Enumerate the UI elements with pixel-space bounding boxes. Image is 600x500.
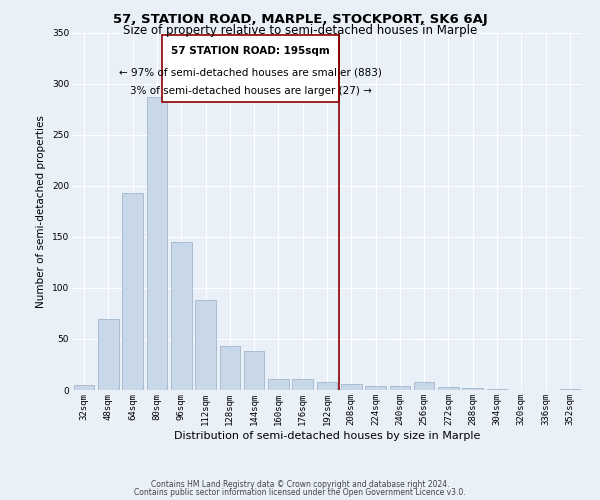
Bar <box>74 385 94 390</box>
Bar <box>171 242 191 390</box>
Bar <box>98 318 119 390</box>
Bar <box>365 386 386 390</box>
Bar <box>389 386 410 390</box>
Bar <box>146 97 167 390</box>
X-axis label: Distribution of semi-detached houses by size in Marple: Distribution of semi-detached houses by … <box>174 430 480 440</box>
Bar <box>438 387 459 390</box>
Bar <box>341 384 362 390</box>
Text: 3% of semi-detached houses are larger (27) →: 3% of semi-detached houses are larger (2… <box>130 86 371 96</box>
Text: Contains public sector information licensed under the Open Government Licence v3: Contains public sector information licen… <box>134 488 466 497</box>
Text: 57, STATION ROAD, MARPLE, STOCKPORT, SK6 6AJ: 57, STATION ROAD, MARPLE, STOCKPORT, SK6… <box>113 12 487 26</box>
Bar <box>414 382 434 390</box>
Bar <box>463 388 483 390</box>
Bar <box>317 382 337 390</box>
Bar <box>220 346 240 390</box>
Text: ← 97% of semi-detached houses are smaller (883): ← 97% of semi-detached houses are smalle… <box>119 68 382 78</box>
Bar <box>195 300 216 390</box>
Bar <box>560 389 580 390</box>
Bar <box>122 193 143 390</box>
Bar <box>292 379 313 390</box>
Text: Contains HM Land Registry data © Crown copyright and database right 2024.: Contains HM Land Registry data © Crown c… <box>151 480 449 489</box>
FancyBboxPatch shape <box>162 34 339 102</box>
Text: Size of property relative to semi-detached houses in Marple: Size of property relative to semi-detach… <box>123 24 477 37</box>
Y-axis label: Number of semi-detached properties: Number of semi-detached properties <box>37 115 46 308</box>
Bar <box>244 351 265 390</box>
Bar <box>268 379 289 390</box>
Text: 57 STATION ROAD: 195sqm: 57 STATION ROAD: 195sqm <box>171 46 330 56</box>
Bar <box>487 389 508 390</box>
